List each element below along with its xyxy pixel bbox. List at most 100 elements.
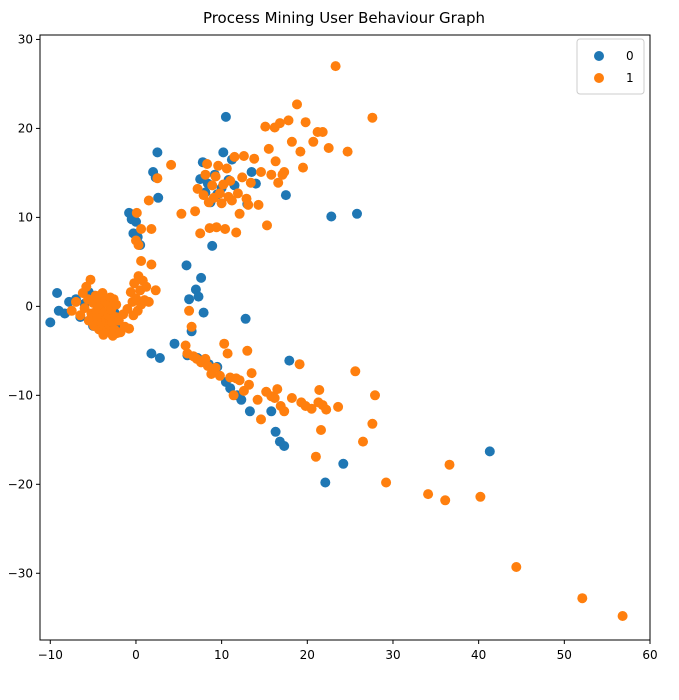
data-point-series-1	[243, 199, 254, 210]
legend: 0 1	[576, 38, 645, 95]
data-point-series-1	[300, 117, 311, 128]
data-point-series-0	[154, 353, 165, 363]
data-point-series-1	[274, 118, 285, 129]
y-tick-label: 0	[25, 299, 33, 313]
data-point-series-1	[210, 171, 221, 182]
data-point-series-1	[131, 207, 142, 218]
data-point-series-1	[244, 379, 254, 390]
data-point-series-1	[231, 227, 242, 238]
data-point-series-1	[511, 562, 522, 572]
data-point-series-0	[218, 147, 229, 158]
x-tick-label: 20	[300, 648, 315, 662]
data-point-series-1	[253, 199, 264, 210]
data-point-series-1	[228, 390, 239, 401]
data-point-series-1	[272, 384, 283, 395]
data-point-series-0	[152, 147, 163, 158]
data-point-series-1	[97, 288, 108, 298]
data-point-series-1	[256, 167, 266, 177]
data-point-series-1	[207, 180, 218, 191]
data-point-series-0	[270, 426, 281, 437]
data-point-series-1	[214, 188, 225, 199]
data-point-series-1	[184, 305, 195, 316]
data-point-series-1	[234, 375, 245, 386]
data-point-series-0	[153, 192, 164, 203]
data-point-series-1	[342, 146, 353, 157]
data-point-series-1	[323, 143, 334, 153]
x-tick-label: 10	[214, 648, 229, 662]
points-layer	[45, 61, 628, 621]
data-point-series-1	[176, 208, 187, 219]
data-point-series-1	[111, 299, 122, 310]
data-point-series-1	[190, 206, 201, 217]
data-point-series-0	[207, 240, 218, 251]
data-point-series-1	[136, 256, 147, 266]
y-tick-label: −20	[8, 477, 33, 491]
data-point-series-1	[286, 393, 297, 403]
y-tick-label: 30	[18, 32, 33, 46]
data-point-series-1	[150, 285, 161, 296]
data-point-series-1	[286, 136, 297, 147]
data-point-series-0	[184, 294, 195, 305]
data-point-series-1	[141, 281, 152, 292]
data-point-series-1	[242, 345, 253, 356]
data-point-series-0	[326, 211, 337, 222]
data-point-series-0	[280, 190, 291, 201]
data-point-series-1	[200, 169, 211, 180]
data-point-series-1	[143, 296, 154, 307]
data-point-series-0	[244, 406, 255, 417]
data-point-series-0	[320, 477, 331, 488]
x-tick-label: 40	[471, 648, 486, 662]
y-axis: −30 −20 −10 0 10 20 30	[8, 32, 40, 580]
data-point-series-0	[45, 317, 56, 328]
data-point-series-1	[252, 394, 263, 405]
data-point-series-1	[234, 208, 245, 219]
data-point-series-1	[617, 611, 628, 621]
data-point-series-0	[338, 458, 349, 469]
data-point-series-1	[370, 390, 380, 401]
data-point-series-1	[226, 195, 237, 206]
data-point-series-0	[146, 348, 157, 359]
data-point-series-1	[136, 224, 147, 234]
data-point-series-1	[180, 340, 191, 351]
data-point-series-1	[263, 143, 274, 154]
data-point-series-1	[210, 362, 221, 373]
data-point-series-1	[316, 425, 326, 435]
data-point-series-1	[330, 61, 341, 72]
data-point-series-0	[284, 355, 295, 366]
data-point-series-0	[196, 272, 207, 283]
data-point-series-1	[367, 418, 378, 429]
data-point-series-1	[122, 304, 133, 314]
data-point-series-1	[321, 404, 332, 415]
data-point-series-1	[270, 156, 281, 167]
data-point-series-1	[146, 224, 157, 234]
y-tick-label: −10	[8, 388, 33, 402]
data-point-series-1	[294, 359, 305, 370]
data-point-series-0	[193, 291, 204, 302]
data-point-series-1	[220, 224, 231, 234]
data-point-series-1	[292, 99, 302, 110]
data-point-series-1	[423, 489, 434, 500]
data-point-series-1	[229, 151, 240, 162]
data-point-series-1	[71, 296, 81, 307]
data-point-series-0	[131, 216, 141, 227]
x-tick-label: 60	[642, 648, 657, 662]
legend-box	[576, 38, 645, 95]
y-tick-label: −30	[8, 566, 33, 580]
data-point-series-1	[283, 115, 294, 126]
data-point-series-1	[75, 310, 86, 321]
legend-marker-series-0	[594, 51, 604, 61]
data-point-series-0	[236, 394, 247, 405]
data-point-series-0	[484, 446, 495, 457]
data-point-series-1	[577, 593, 588, 604]
x-tick-label: 30	[385, 648, 400, 662]
data-point-series-1	[166, 159, 177, 170]
y-tick-label: 10	[18, 210, 33, 224]
data-point-series-1	[249, 153, 260, 164]
data-point-series-1	[314, 385, 325, 395]
data-point-series-1	[269, 393, 280, 403]
data-point-series-0	[352, 208, 362, 219]
data-point-series-1	[237, 172, 248, 183]
data-point-series-1	[146, 259, 157, 270]
